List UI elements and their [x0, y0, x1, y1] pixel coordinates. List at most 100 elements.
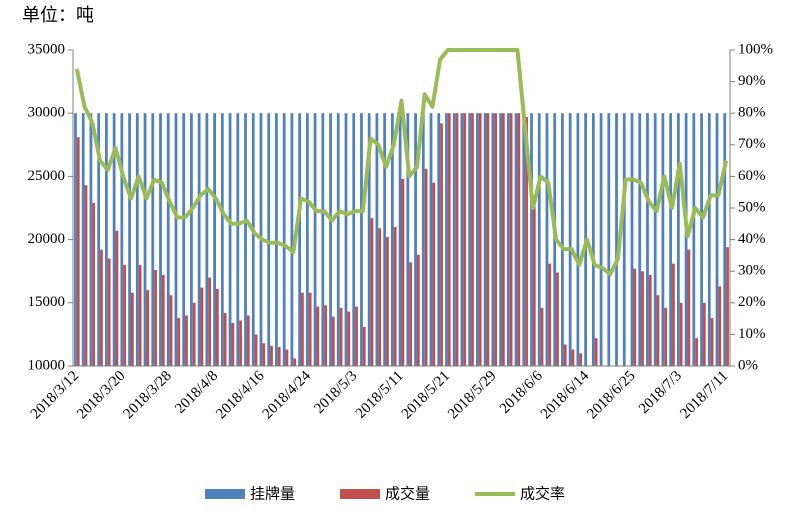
- bar: [236, 113, 240, 366]
- chart-title: 单位：吨: [22, 5, 94, 26]
- bar: [275, 113, 278, 366]
- bar: [182, 113, 186, 366]
- bar: [104, 113, 108, 366]
- bar: [308, 292, 312, 366]
- bar: [154, 269, 157, 366]
- x-tick-label: 2018/3/20: [74, 368, 128, 422]
- y-tick-label: 30000: [28, 105, 66, 121]
- bar: [483, 113, 487, 366]
- bar: [646, 113, 649, 366]
- bar: [545, 113, 549, 366]
- bar: [638, 113, 642, 366]
- y-tick-label: 25000: [28, 168, 66, 184]
- bar: [468, 113, 472, 366]
- y2-tick-label: 0%: [738, 357, 758, 373]
- bar: [220, 113, 224, 366]
- y2-tick-label: 20%: [738, 294, 766, 310]
- bar: [563, 344, 567, 366]
- bar: [648, 274, 652, 366]
- bar: [177, 317, 181, 366]
- bar: [267, 113, 271, 366]
- bar: [244, 113, 247, 366]
- bar: [622, 113, 626, 366]
- bar: [723, 113, 727, 366]
- bar: [486, 113, 490, 366]
- legend-label: 成交量: [385, 485, 430, 503]
- bar: [506, 113, 510, 366]
- bar: [146, 290, 150, 366]
- bar: [494, 113, 498, 366]
- y-tick-label: 20000: [28, 231, 66, 247]
- bar: [424, 168, 428, 366]
- y2-tick-label: 50%: [738, 199, 766, 215]
- bar: [112, 113, 116, 366]
- bar: [100, 249, 103, 366]
- bar: [579, 353, 583, 366]
- bar: [143, 113, 147, 366]
- bar: [679, 302, 683, 366]
- bar: [532, 206, 536, 366]
- bar: [324, 305, 327, 366]
- bar: [537, 113, 541, 366]
- bar: [362, 326, 366, 366]
- bar: [591, 113, 595, 366]
- bar: [383, 113, 387, 366]
- x-tick-label: 2018/5/21: [399, 368, 453, 422]
- bar: [641, 271, 644, 366]
- bar: [607, 113, 611, 366]
- y2-tick-label: 90%: [738, 73, 766, 89]
- bar: [710, 317, 714, 366]
- line: [74, 48, 729, 277]
- bar: [491, 113, 495, 366]
- bar: [672, 263, 675, 366]
- bar: [540, 307, 544, 366]
- bar: [74, 113, 77, 366]
- bar: [84, 185, 88, 366]
- bar: [285, 349, 289, 366]
- bar: [197, 113, 201, 366]
- bar: [514, 113, 518, 366]
- bar: [282, 113, 286, 366]
- bar: [669, 113, 673, 366]
- bar: [169, 295, 173, 366]
- x-tick-label: 2018/6/14: [538, 368, 593, 423]
- bar: [437, 113, 441, 366]
- bar: [138, 264, 142, 366]
- bar: [509, 113, 513, 366]
- bar: [81, 113, 85, 366]
- bar: [406, 113, 410, 366]
- y-tick-label: 35000: [28, 41, 66, 57]
- bar: [401, 178, 405, 366]
- bar: [339, 307, 343, 366]
- legend-swatch: [205, 489, 245, 499]
- bar: [301, 292, 304, 366]
- bar: [290, 113, 294, 366]
- bar: [135, 113, 139, 366]
- bar: [522, 113, 526, 366]
- bar: [270, 345, 273, 366]
- bar: [471, 113, 474, 366]
- bar: [656, 295, 660, 366]
- bar: [440, 123, 443, 366]
- bar: [367, 113, 371, 366]
- x-tick-label: 2018/3/28: [121, 368, 175, 422]
- bar: [548, 263, 552, 366]
- y2-tick-label: 10%: [738, 326, 766, 342]
- bar: [664, 307, 668, 366]
- bar: [499, 113, 502, 366]
- bar: [718, 286, 722, 366]
- legend-label: 成交率: [520, 485, 565, 503]
- bar: [429, 113, 433, 366]
- bar: [128, 113, 131, 366]
- bar: [676, 113, 680, 366]
- bar: [130, 292, 134, 366]
- bar: [416, 254, 420, 366]
- bar: [190, 113, 193, 366]
- bar: [556, 272, 559, 366]
- bar: [208, 277, 212, 366]
- bar: [398, 113, 402, 366]
- bar: [702, 302, 706, 366]
- bar: [378, 228, 382, 366]
- bar: [277, 347, 281, 366]
- bar: [390, 113, 394, 366]
